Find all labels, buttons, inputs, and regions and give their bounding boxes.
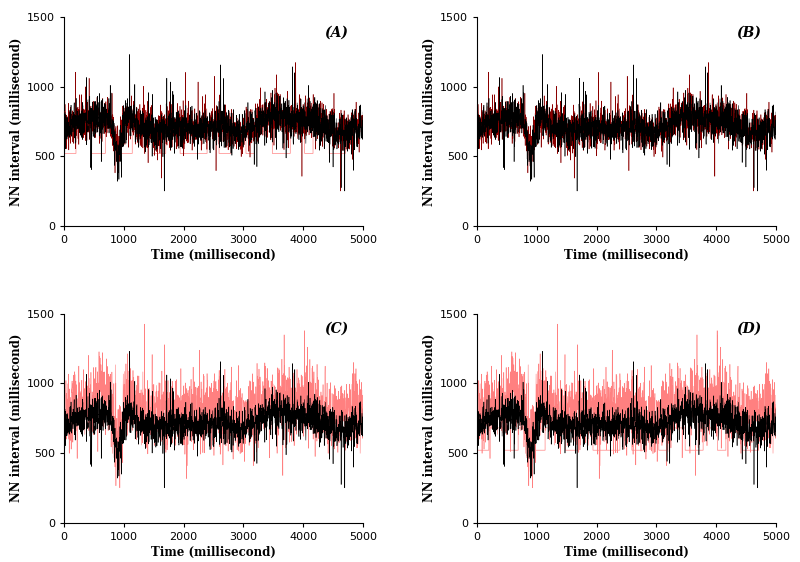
Y-axis label: NN interval (millisecond): NN interval (millisecond) xyxy=(10,37,23,206)
Y-axis label: NN interval (millisecond): NN interval (millisecond) xyxy=(422,37,436,206)
X-axis label: Time (millisecond): Time (millisecond) xyxy=(564,249,689,262)
X-axis label: Time (millisecond): Time (millisecond) xyxy=(564,546,689,559)
Text: (B): (B) xyxy=(736,25,761,39)
Text: (D): (D) xyxy=(736,322,761,336)
Text: (A): (A) xyxy=(324,25,348,39)
X-axis label: Time (millisecond): Time (millisecond) xyxy=(151,249,276,262)
Y-axis label: NN interval (millisecond): NN interval (millisecond) xyxy=(422,334,436,502)
Text: (C): (C) xyxy=(324,322,348,336)
X-axis label: Time (millisecond): Time (millisecond) xyxy=(151,546,276,559)
Y-axis label: NN interval (millisecond): NN interval (millisecond) xyxy=(10,334,23,502)
